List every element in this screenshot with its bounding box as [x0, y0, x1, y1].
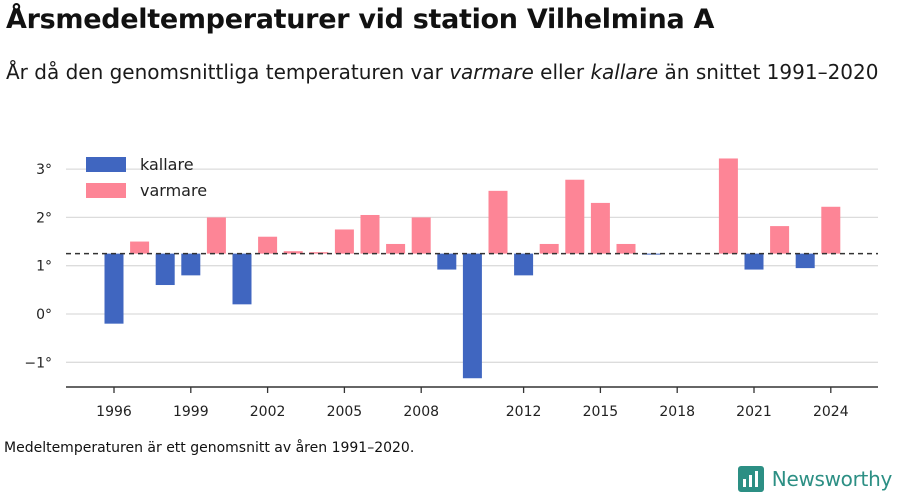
bar-2014	[565, 179, 585, 254]
legend-swatch-kallare	[86, 157, 126, 172]
bar-1997	[130, 241, 150, 254]
y-tick-label: 2°	[36, 210, 52, 226]
bar-2022	[770, 226, 790, 254]
brand-logo[interactable]: Newsworthy	[737, 466, 893, 492]
bar-2006	[360, 214, 380, 254]
brand-name: Newsworthy	[771, 467, 893, 491]
bar-2007	[386, 243, 406, 254]
bar-2021	[744, 253, 764, 270]
newsworthy-logo-icon	[737, 466, 764, 492]
bar-2005	[334, 229, 354, 254]
x-tick-label: 1996	[96, 404, 132, 420]
x-tick-label: 2005	[327, 404, 363, 420]
bar-2002	[258, 236, 278, 254]
bar-2013	[539, 243, 559, 254]
bar-2009	[437, 253, 457, 270]
bar-2023	[795, 253, 815, 269]
legend-label-varmare: varmare	[140, 181, 207, 200]
bar-1996	[104, 253, 124, 324]
bar-2011	[488, 190, 508, 254]
legend: kallare varmare	[86, 155, 207, 200]
axes: −1° 0° 1° 2° 3° 1996 1999 2002 2005 2008 2012 2015 2…	[24, 162, 878, 420]
bar-2003	[283, 251, 303, 254]
subtitle-text-2: eller	[533, 60, 591, 84]
x-tick-label: 2002	[250, 404, 286, 420]
subtitle-text-3: än snittet 1991–2020	[658, 60, 879, 84]
x-tick-label: 2008	[403, 404, 439, 420]
bar-2010	[462, 253, 482, 379]
bar-1998	[155, 253, 175, 286]
legend-label-kallare: kallare	[140, 155, 194, 174]
y-tick-label: −1°	[24, 355, 52, 371]
bar-2016	[616, 243, 636, 254]
chart-title: Årsmedeltemperaturer vid station Vilhelm…	[6, 4, 715, 35]
subtitle-text-1: År då den genomsnittliga temperaturen va…	[6, 60, 450, 84]
bar-1999	[181, 253, 201, 276]
bar-2000	[206, 217, 226, 254]
x-tick-label: 1999	[173, 404, 209, 420]
y-tick-label: 0°	[36, 307, 52, 323]
bar-2001	[232, 253, 252, 305]
x-tick-label: 2018	[659, 404, 695, 420]
bar-2008	[411, 217, 431, 254]
x-tick-label: 2015	[583, 404, 619, 420]
chart-subtitle: År då den genomsnittliga temperaturen va…	[6, 56, 886, 88]
bar-2012	[514, 253, 534, 276]
y-tick-label: 3°	[36, 162, 52, 178]
subtitle-word-colder: kallare	[590, 60, 659, 84]
bars	[104, 158, 841, 379]
x-tick-label: 2021	[736, 404, 772, 420]
y-tick-label: 1°	[36, 259, 52, 275]
x-tick-label: 2012	[506, 404, 542, 420]
legend-swatch-varmare	[86, 183, 126, 198]
bar-2015	[590, 202, 610, 254]
subtitle-word-warmer: varmare	[449, 60, 534, 84]
bar-2024	[821, 206, 841, 254]
x-tick-label: 2024	[813, 404, 849, 420]
temperature-bar-chart: −1° 0° 1° 2° 3° 1996 1999 2002 2005 2008 2012 2015 2…	[24, 155, 878, 420]
bar-2020	[718, 158, 738, 254]
footnote: Medeltemperaturen är ett genomsnitt av å…	[4, 440, 415, 456]
